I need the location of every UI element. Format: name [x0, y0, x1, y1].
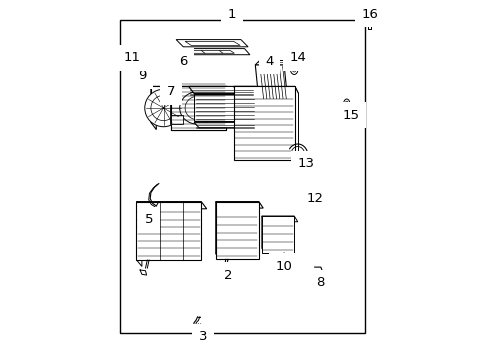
- Polygon shape: [170, 86, 231, 93]
- Circle shape: [184, 67, 187, 70]
- Text: 14: 14: [289, 51, 305, 64]
- Polygon shape: [170, 86, 175, 130]
- Polygon shape: [194, 122, 260, 128]
- Polygon shape: [170, 86, 226, 130]
- Polygon shape: [294, 86, 298, 166]
- Ellipse shape: [291, 65, 296, 72]
- Circle shape: [167, 81, 176, 90]
- Circle shape: [169, 84, 174, 88]
- Polygon shape: [140, 68, 148, 74]
- Text: 16: 16: [361, 8, 377, 21]
- Polygon shape: [190, 50, 234, 53]
- Bar: [194, 94, 255, 121]
- Polygon shape: [261, 216, 297, 222]
- Polygon shape: [261, 216, 294, 253]
- Circle shape: [182, 65, 189, 72]
- Ellipse shape: [343, 99, 349, 110]
- Text: 2: 2: [224, 269, 232, 282]
- Text: 4: 4: [265, 55, 273, 68]
- Circle shape: [144, 89, 182, 127]
- Polygon shape: [261, 216, 265, 253]
- Ellipse shape: [344, 101, 348, 108]
- Circle shape: [151, 95, 176, 121]
- Polygon shape: [188, 86, 260, 94]
- Polygon shape: [136, 202, 201, 260]
- Text: 11: 11: [123, 51, 141, 64]
- Polygon shape: [233, 86, 298, 94]
- Circle shape: [138, 53, 142, 57]
- Text: 13: 13: [297, 157, 314, 170]
- Polygon shape: [215, 202, 258, 259]
- Polygon shape: [136, 202, 206, 209]
- Text: 10: 10: [275, 260, 292, 273]
- Polygon shape: [215, 202, 220, 259]
- Text: 6: 6: [179, 55, 187, 68]
- Bar: [120, 20, 365, 333]
- Polygon shape: [365, 16, 373, 20]
- Polygon shape: [131, 52, 143, 58]
- Polygon shape: [185, 41, 240, 45]
- Polygon shape: [151, 86, 176, 122]
- Polygon shape: [170, 86, 226, 130]
- Polygon shape: [141, 74, 146, 77]
- Polygon shape: [233, 86, 294, 160]
- Text: 5: 5: [144, 213, 153, 226]
- Text: 8: 8: [315, 276, 324, 289]
- Polygon shape: [151, 86, 181, 94]
- Text: 1: 1: [224, 8, 236, 21]
- Polygon shape: [151, 86, 156, 130]
- Polygon shape: [255, 65, 287, 101]
- Polygon shape: [176, 40, 247, 47]
- Text: 9: 9: [138, 69, 146, 82]
- Polygon shape: [215, 202, 263, 208]
- Polygon shape: [170, 115, 183, 124]
- Text: 12: 12: [305, 192, 323, 204]
- Polygon shape: [255, 60, 288, 65]
- Text: 3: 3: [199, 330, 207, 343]
- Circle shape: [133, 53, 137, 57]
- Polygon shape: [183, 49, 249, 55]
- Circle shape: [141, 71, 144, 73]
- Polygon shape: [136, 202, 142, 266]
- Ellipse shape: [289, 62, 298, 75]
- Text: 15: 15: [342, 109, 359, 122]
- Text: 7: 7: [166, 85, 175, 98]
